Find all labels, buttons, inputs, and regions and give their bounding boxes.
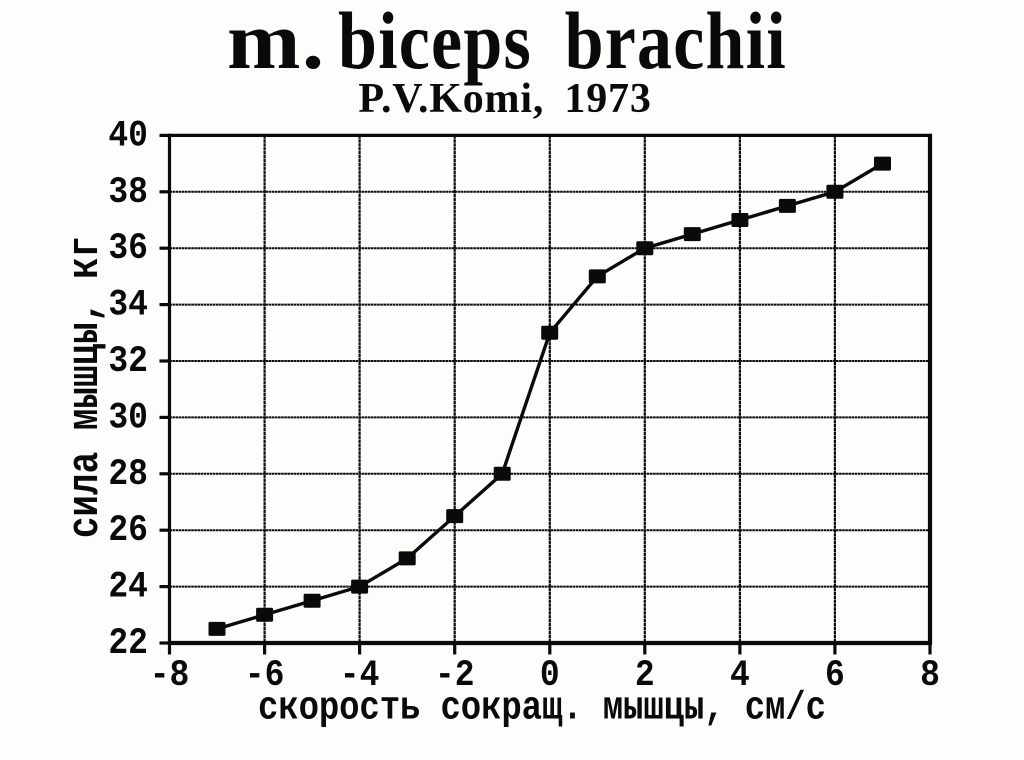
svg-text:24: 24 xyxy=(108,566,148,608)
svg-text:26: 26 xyxy=(108,509,148,551)
svg-text:2: 2 xyxy=(635,654,655,696)
svg-text:скорость сокращ. мышцы, см/с: скорость сокращ. мышцы, см/с xyxy=(258,686,826,731)
svg-text:32: 32 xyxy=(108,340,148,382)
svg-text:-6: -6 xyxy=(245,654,285,696)
svg-text:40: 40 xyxy=(108,115,148,157)
svg-text:-4: -4 xyxy=(340,654,380,696)
svg-text:сила мышцы, кг: сила мышцы, кг xyxy=(61,236,110,538)
svg-text:36: 36 xyxy=(108,227,148,269)
svg-text:-8: -8 xyxy=(150,654,190,696)
svg-text:4: 4 xyxy=(730,654,750,696)
svg-text:30: 30 xyxy=(108,397,148,439)
svg-text:8: 8 xyxy=(920,654,940,696)
svg-text:22: 22 xyxy=(108,622,148,664)
svg-text:34: 34 xyxy=(108,284,148,326)
svg-text:28: 28 xyxy=(108,453,148,495)
svg-text:38: 38 xyxy=(108,171,148,213)
svg-text:-2: -2 xyxy=(435,654,475,696)
svg-text:6: 6 xyxy=(825,654,845,696)
svg-text:0: 0 xyxy=(540,654,560,696)
